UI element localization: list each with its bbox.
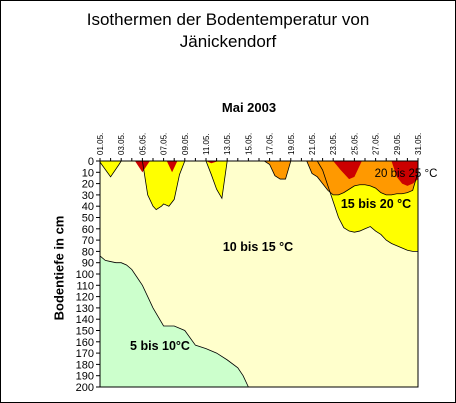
x-tick-label: 03.05. <box>117 133 126 155</box>
x-tick-label: 09.05. <box>181 133 190 155</box>
zone-label: 10 bis 15 °C <box>223 240 293 254</box>
y-tick-label: 130 <box>76 303 94 315</box>
y-tick-label: 110 <box>76 280 94 292</box>
y-tick-label: 100 <box>76 269 94 281</box>
x-tick-label: 29.05. <box>393 133 402 155</box>
zone-25-plus-area <box>134 161 150 173</box>
chart-title-line2: Jänickendorf <box>179 32 277 51</box>
x-tick-label: 19.05. <box>287 133 296 155</box>
y-tick-label: 50 <box>82 213 94 225</box>
x-tick-label: 31.05. <box>414 133 423 155</box>
x-tick-label: 23.05. <box>329 133 338 155</box>
y-tick-label: 10 <box>82 167 94 179</box>
x-tick-label: 01.05. <box>96 133 105 155</box>
y-tick-label: 30 <box>82 190 94 202</box>
x-tick-label: 11.05. <box>202 133 211 155</box>
y-tick-label: 90 <box>82 258 94 270</box>
y-tick-label: 40 <box>82 201 94 213</box>
y-tick-label: 180 <box>76 359 94 371</box>
y-tick-label: 120 <box>76 292 94 304</box>
period-label: Mai 2003 <box>221 100 277 115</box>
zone-label: 20 bis 25 °C <box>375 168 438 180</box>
y-tick-label: 60 <box>82 224 94 236</box>
zone-label: 5 bis 10°C <box>130 339 190 353</box>
y-tick-label: 190 <box>76 371 94 383</box>
y-tick-label: 140 <box>76 314 94 326</box>
x-tick-label: 21.05. <box>308 133 317 155</box>
isotherm-line <box>99 255 249 388</box>
y-tick-label: 80 <box>82 246 94 258</box>
zone-25-plus-area <box>391 161 418 186</box>
zone-25-plus-area <box>166 161 178 173</box>
x-tick-label: 17.05. <box>266 133 275 155</box>
x-tick-label: 27.05. <box>372 133 381 155</box>
y-tick-label: 170 <box>76 348 94 360</box>
x-tick-label: 13.05. <box>223 133 232 155</box>
y-tick-label: 20 <box>82 179 94 191</box>
zone-25-plus-area <box>333 161 362 180</box>
x-tick-label: 15.05. <box>244 133 253 155</box>
x-tick-label: 05.05. <box>138 133 147 155</box>
zone-25-plus-area <box>206 161 219 164</box>
x-tick-label: 25.05. <box>350 133 359 155</box>
x-tick-label: 07.05. <box>160 133 169 155</box>
chart-title: Isothermen der Bodentemperatur von <box>86 10 370 29</box>
y-tick-label: 70 <box>82 235 94 247</box>
zone-20-25-area <box>100 161 418 195</box>
zone-5-10-area <box>100 255 249 387</box>
zone-label: 15 bis 20 °C <box>341 197 411 211</box>
y-tick-label: 0 <box>88 156 94 168</box>
y-tick-label: 150 <box>76 326 94 338</box>
y-tick-label: 160 <box>76 337 94 349</box>
y-tick-label: 200 <box>76 382 94 394</box>
